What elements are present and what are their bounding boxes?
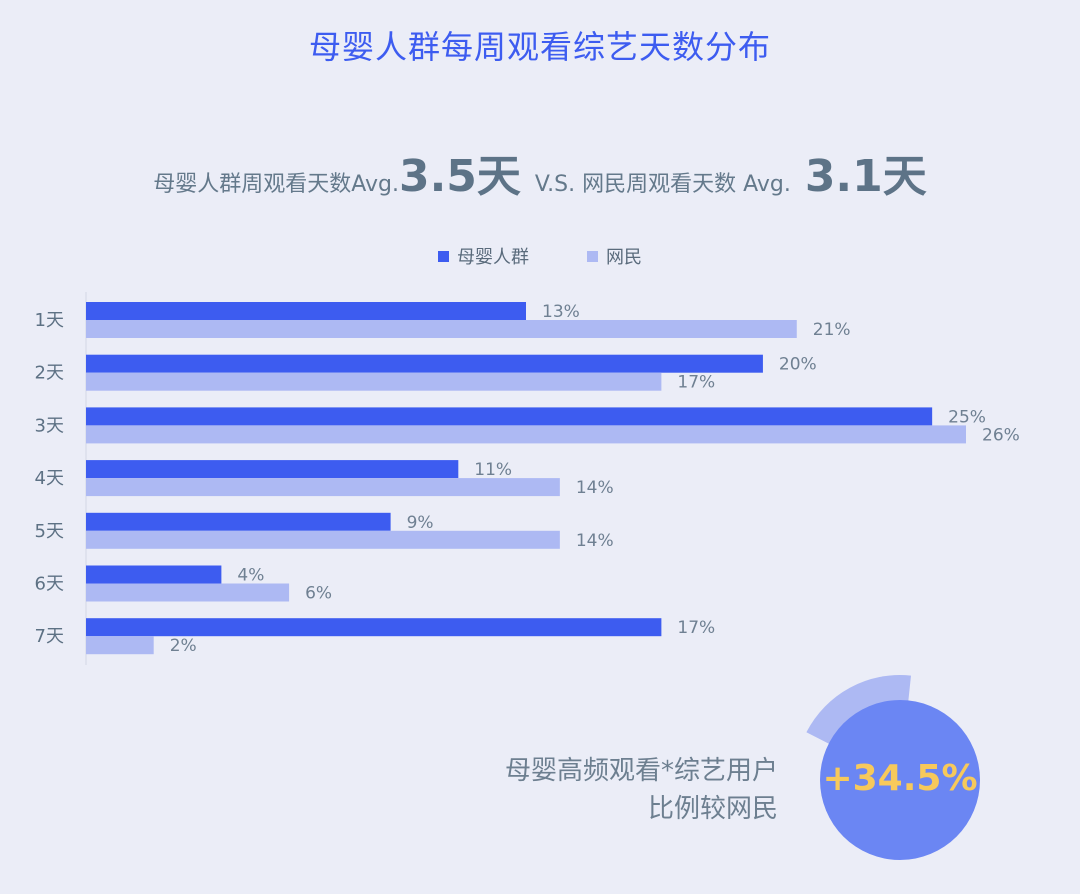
donut-center	[820, 700, 980, 860]
data-label: 13%	[542, 302, 580, 322]
y-tick-label: 3天	[35, 415, 64, 436]
bar-mom	[86, 618, 662, 637]
bar-mom	[86, 302, 526, 320]
data-label: 9%	[407, 513, 434, 533]
avg-net-value: 3.1天	[804, 151, 927, 202]
y-tick-label: 6天	[35, 574, 64, 595]
data-label: 2%	[170, 636, 197, 656]
bar-mom	[86, 460, 459, 479]
legend-swatch-mom	[438, 250, 449, 262]
summary-text: 母婴高频观看*综艺用户 比例较网民	[505, 752, 778, 828]
avg-mom-value: 3.5天	[398, 151, 521, 202]
data-label: 6%	[305, 584, 332, 604]
legend-label-mom: 母婴人群	[457, 247, 529, 268]
y-tick-label: 7天	[35, 626, 64, 647]
summary-line-2: 比例较网民	[647, 794, 778, 824]
summary-line-1: 母婴高频观看*综艺用户	[504, 756, 778, 786]
data-label: 14%	[576, 478, 614, 498]
data-label: 17%	[677, 618, 715, 638]
bar-net	[86, 636, 154, 655]
data-label: 4%	[237, 566, 264, 586]
legend-swatch-net	[587, 250, 598, 262]
summary-value: +34.5%	[822, 758, 978, 799]
bar-net	[86, 478, 560, 497]
bar-mom	[86, 354, 763, 373]
data-label: 17%	[677, 373, 715, 393]
y-tick-label: 2天	[35, 363, 64, 384]
bar-series: 1天 13% 21% 2天 20% 17% 3天 25%26% 4天 11% 14% 5天 9% 14% 6…	[35, 292, 1020, 665]
bar-mom	[86, 512, 391, 531]
data-label: 20%	[779, 355, 817, 375]
bar-mom	[86, 565, 222, 584]
bar-net	[86, 530, 560, 549]
bar-net	[86, 320, 797, 338]
bar-mom	[86, 407, 933, 426]
avg-prefix: 母婴人群周观看天数Avg.	[153, 172, 399, 197]
summary-donut	[806, 675, 980, 860]
legend-item-mom: 母婴人群	[438, 243, 529, 269]
legend-label-net: 网民	[606, 247, 642, 268]
bar-net	[86, 425, 966, 444]
chart-title: 母婴人群每周观看综艺天数分布	[308, 28, 771, 66]
y-tick-label: 5天	[35, 521, 64, 542]
bar-net	[86, 583, 290, 602]
data-label: 14%	[576, 531, 614, 551]
data-label: 25%	[948, 407, 986, 427]
legend-item-net: 网民	[587, 243, 642, 269]
data-label: 21%	[813, 320, 851, 340]
y-tick-label: 1天	[35, 310, 64, 331]
avg-middle: V.S. 网民周观看天数 Avg.	[534, 172, 791, 197]
data-label: 11%	[474, 460, 512, 480]
y-tick-label: 4天	[35, 468, 64, 489]
legend: 母婴人群 网民	[0, 243, 1080, 269]
data-label: 26%	[982, 425, 1020, 445]
bar-net	[86, 372, 662, 391]
average-comparison: 母婴人群周观看天数Avg.3.5天 V.S. 网民周观看天数 Avg. 3.1天	[0, 140, 1080, 204]
